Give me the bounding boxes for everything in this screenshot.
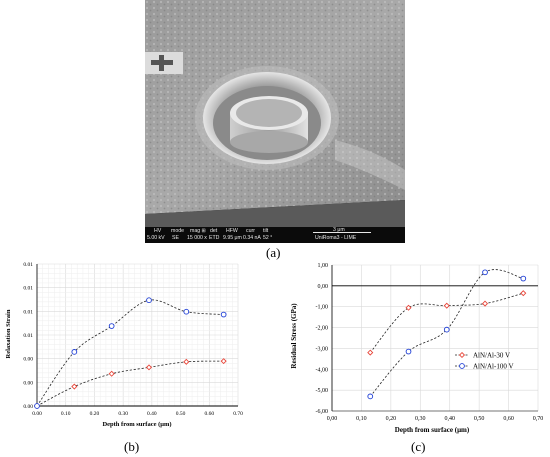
series-line [369,292,524,353]
y-tick-label: -3,00 [316,346,329,352]
y-tick-label: -6,00 [316,409,329,415]
y-axis-label: Relaxation Strain [5,309,12,358]
data-point [220,358,227,365]
x-axis-label: Depth from surface (μm) [102,421,171,428]
x-tick-label: 0,70 [533,416,544,422]
residual-stress-chart: Depth from surface (μm) Residual Stress … [290,263,544,434]
x-tick-label: 0,00 [327,416,338,422]
data-point [520,290,527,297]
data-point [481,300,489,307]
data-point [520,275,527,282]
x-tick-label: 0.20 [90,411,100,417]
lab-label: UniRoma3 - LIME [315,235,357,241]
legend-marker [459,363,465,369]
data-point [482,269,488,276]
x-tick-label: 0,50 [474,416,485,422]
legend-marker [458,351,466,359]
legend-label: AlN/Al-100 V [473,363,514,371]
data-point [405,304,412,311]
data-point [220,311,227,318]
y-tick-label: 0.00 [23,357,33,363]
y-tick-label: -5,00 [316,388,329,394]
data-point [146,297,152,304]
y-tick-label: 0,00 [318,284,329,290]
y-tick-label: 1,00 [318,263,329,269]
legend-label: AlN/Al-30 V [473,352,510,360]
data-point [34,403,40,409]
sem-micrograph: HV 5.00 kV mode SE mag ⊞ 15 000 x det ET… [145,0,405,243]
data-point [443,326,450,333]
x-axis-label: Depth from surface (μm) [395,426,470,434]
y-tick-label: 0.00 [23,404,33,410]
x-tick-label: 0,10 [356,416,367,422]
series-line [369,269,524,397]
y-tick-label: 0.01 [23,262,33,268]
x-tick-label: 0.60 [204,411,214,417]
x-tick-label: 0.50 [176,411,186,417]
x-tick-label: 0.70 [233,411,243,417]
data-point [71,383,78,390]
series-line [36,360,224,407]
data-point [183,358,190,365]
sem-image [145,0,405,227]
data-point [367,393,374,400]
y-tick-label: 0.01 [23,286,33,292]
panel-label-c: (c) [411,439,426,454]
data-point [367,349,374,356]
data-point [145,364,153,371]
panel-label-a: (a) [266,245,281,260]
x-tick-label: 0.10 [61,411,71,417]
y-tick-label: -1,00 [316,305,329,311]
y-tick-label: 0.01 [23,333,33,339]
data-point [108,323,115,329]
y-tick-label: 0.01 [23,309,33,315]
y-axis-label: Residual Stress (GPa) [290,303,298,369]
data-point [71,349,78,355]
data-point [443,302,450,309]
panel-label-b: (b) [124,439,140,454]
scale-bar-label: 3 μm [333,227,345,233]
x-tick-label: 0.40 [147,411,157,417]
x-tick-label: 0,40 [444,416,455,422]
data-point [183,308,190,315]
y-tick-label: -2,00 [316,326,329,332]
x-tick-label: 0,30 [415,416,426,422]
x-tick-label: 0.00 [32,411,42,417]
x-tick-label: 0,60 [503,416,514,422]
data-point [108,370,115,377]
y-tick-label: 0.00 [23,380,33,386]
x-tick-label: 0,20 [386,416,397,422]
x-tick-label: 0.30 [118,411,128,417]
series-line [36,299,224,407]
y-tick-label: -4,00 [316,367,329,373]
data-point [405,348,412,355]
relaxation-strain-chart: Depth from surface (μm) Relaxation Strai… [5,262,243,428]
sem-databar: HV 5.00 kV mode SE mag ⊞ 15 000 x det ET… [145,227,405,243]
